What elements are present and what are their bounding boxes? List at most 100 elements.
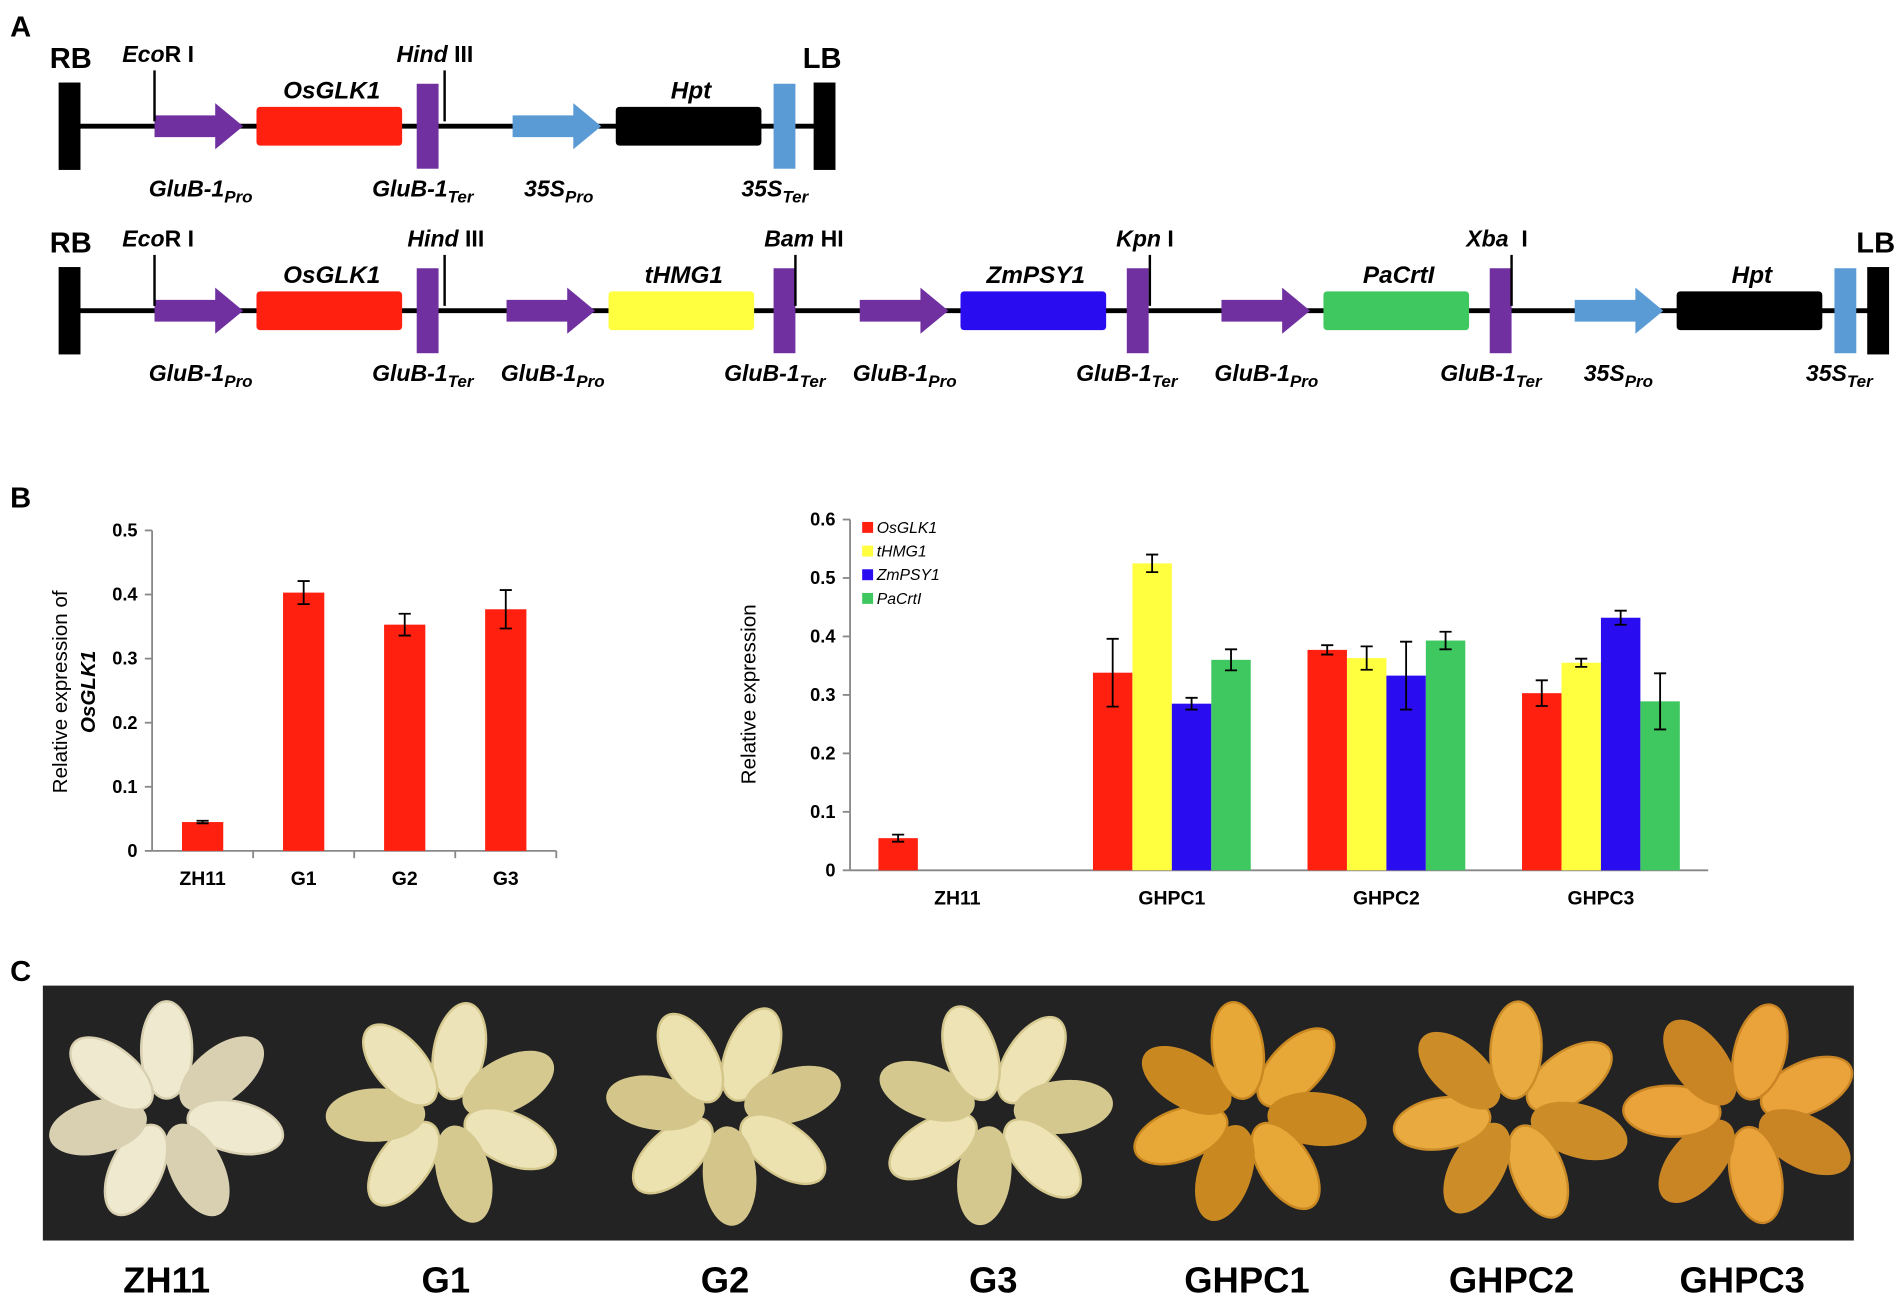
gene-label: ZmPSY1 <box>986 262 1085 289</box>
legend-label: OsGLK1 <box>877 520 937 537</box>
photo-label: GHPC1 <box>1184 1260 1309 1300</box>
border-label: LB <box>803 43 842 75</box>
grain <box>1418 1031 1501 1110</box>
terminator <box>1834 268 1857 354</box>
grain <box>69 1036 154 1112</box>
site-label: Hind III <box>407 225 484 251</box>
y-tick-label: 0.4 <box>112 585 138 605</box>
x-tick-label: GHPC2 <box>1353 887 1420 909</box>
bar <box>1132 563 1172 871</box>
element-label-part: GluB-1 <box>1214 360 1290 386</box>
error-bar <box>196 819 209 825</box>
grain <box>1530 1101 1628 1161</box>
element-label-part: GluB-1 <box>501 360 577 386</box>
bar <box>1561 662 1601 871</box>
gene-block <box>1676 291 1823 331</box>
site-label-part: III <box>459 225 485 251</box>
site-label: EcoR I <box>122 41 194 67</box>
grain <box>49 1098 147 1156</box>
panel-label: B <box>10 482 31 514</box>
photo-label: G1 <box>422 1260 471 1300</box>
border-block <box>813 82 836 170</box>
element-label-part: GluB-1 <box>1076 360 1152 386</box>
bar <box>1307 649 1347 871</box>
y-axis-label: Relative expression of <box>49 590 72 793</box>
bar <box>1600 617 1641 871</box>
x-tick-label: GHPC1 <box>1138 887 1205 909</box>
grain <box>606 1075 705 1131</box>
element-label-part: Ter <box>448 188 475 207</box>
y-axis-label: OsGLK1 <box>77 651 100 734</box>
legend-swatch <box>862 545 874 557</box>
site-label-part: Xba <box>1464 225 1508 251</box>
promoter-arrow <box>154 287 244 334</box>
y-axis-label: Relative expression <box>737 604 760 784</box>
photo-label: G2 <box>701 1260 750 1300</box>
error-bar <box>1360 645 1373 671</box>
bar <box>1171 703 1212 871</box>
promoter-arrow <box>1574 287 1664 334</box>
element-label-part: GluB-1 <box>1440 360 1516 386</box>
element-label: 35SPro <box>1584 360 1653 391</box>
element-label-part: Ter <box>448 372 475 391</box>
gene-label: Hpt <box>1732 262 1773 289</box>
element-label-part: Ter <box>800 372 827 391</box>
element-label: GluB-1Ter <box>1440 360 1543 391</box>
promoter-arrow <box>512 103 602 150</box>
grain <box>1002 1118 1082 1199</box>
grain <box>1727 1125 1784 1225</box>
site-label-part: Hind <box>407 225 459 251</box>
grain <box>361 1023 439 1107</box>
gene-block <box>960 291 1107 331</box>
error-bar <box>1614 609 1627 626</box>
grain <box>1622 1084 1722 1138</box>
element-label: GluB-1Ter <box>372 360 475 391</box>
promoter-arrow <box>506 287 596 334</box>
element-label: GluB-1Pro <box>149 176 253 207</box>
grain <box>186 1098 285 1156</box>
bar <box>384 624 426 851</box>
error-bar <box>1654 672 1667 731</box>
y-tick-label: 0.2 <box>810 743 835 763</box>
site-label: Bam HI <box>764 225 843 251</box>
element-label-part: Ter <box>1847 372 1874 391</box>
error-bar <box>1106 637 1119 708</box>
element-label-part: GluB-1 <box>149 360 225 386</box>
grain <box>941 1005 1001 1102</box>
error-bar <box>1400 640 1413 711</box>
bar <box>1346 658 1387 871</box>
grain <box>1256 1027 1336 1109</box>
terminator <box>1489 268 1512 354</box>
grain <box>744 1065 841 1125</box>
element-label-part: Pro <box>1290 372 1318 391</box>
site-label: Hind III <box>396 41 473 67</box>
error-bar <box>1535 679 1548 707</box>
legend-swatch <box>862 569 874 581</box>
gene-label: OsGLK1 <box>283 262 380 289</box>
grain <box>164 1123 230 1217</box>
x-tick-label: G3 <box>493 868 519 890</box>
grain <box>879 1060 975 1122</box>
element-label-part: 35S <box>741 176 783 202</box>
site-label-part: Kpn <box>1116 225 1161 251</box>
error-bar <box>1185 696 1198 711</box>
gene-block <box>608 291 755 331</box>
gene-block <box>1323 291 1470 331</box>
promoter-arrow <box>154 103 244 150</box>
error-bar <box>398 612 411 637</box>
y-tick-label: 0 <box>825 860 835 880</box>
grain <box>1507 1124 1570 1219</box>
site-label: Kpn I <box>1116 225 1174 251</box>
grain <box>1489 1000 1543 1100</box>
y-tick-label: 0.5 <box>810 568 835 588</box>
photo-label: ZH11 <box>123 1260 210 1300</box>
element-label: 35STer <box>1806 360 1874 391</box>
element-label-part: Ter <box>1516 372 1543 391</box>
gene-label: OsGLK1 <box>283 77 380 104</box>
grain <box>957 1126 1012 1226</box>
border-block <box>1867 267 1890 355</box>
element-label: 35SPro <box>524 176 593 207</box>
element-label-part: Pro <box>928 372 956 391</box>
y-tick-label: 0.5 <box>112 521 137 541</box>
border-label: RB <box>50 43 92 75</box>
